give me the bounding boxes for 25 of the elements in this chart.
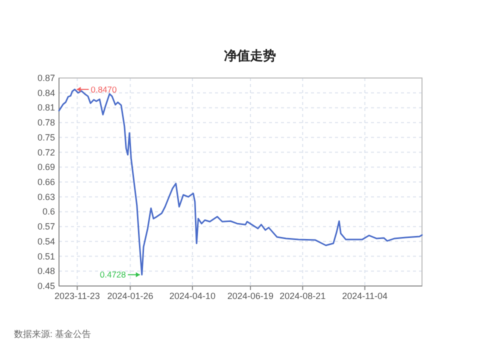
x-tick-label: 2024-01-26 [107, 291, 154, 301]
y-tick-label: 0.54 [37, 236, 55, 246]
source-note: 数据来源: 基金公告 [14, 329, 92, 339]
y-tick-label: 0.81 [37, 102, 55, 113]
y-tick-label: 0.72 [37, 147, 55, 158]
y-tick-label: 0.45 [37, 281, 55, 291]
y-tick-label: 0.66 [37, 177, 55, 187]
y-tick-label: 0.57 [37, 222, 55, 232]
y-tick-label: 0.51 [37, 251, 55, 262]
x-tick-label: 2024-11-04 [342, 291, 388, 301]
x-tick-label: 2024-08-21 [280, 291, 326, 301]
y-tick-label: 0.75 [37, 132, 55, 142]
y-tick-label: 0.69 [37, 162, 55, 172]
y-tick-label: 0.84 [37, 88, 55, 98]
x-tick-label: 2024-04-10 [169, 291, 216, 301]
y-tick-label: 0.63 [37, 192, 55, 202]
y-tick-label: 0.48 [37, 266, 55, 276]
annotation: 0.4728 [100, 270, 126, 280]
x-tick-label: 2024-06-19 [227, 291, 274, 301]
y-tick-label: 0.87 [37, 73, 55, 83]
annotation: 0.8470 [90, 84, 118, 94]
y-tick-label: 0.6 [42, 206, 55, 217]
chart-title: 净值走势 [224, 48, 276, 63]
x-tick-label: 2023-11-23 [54, 291, 100, 301]
y-tick-label: 0.78 [37, 118, 55, 128]
